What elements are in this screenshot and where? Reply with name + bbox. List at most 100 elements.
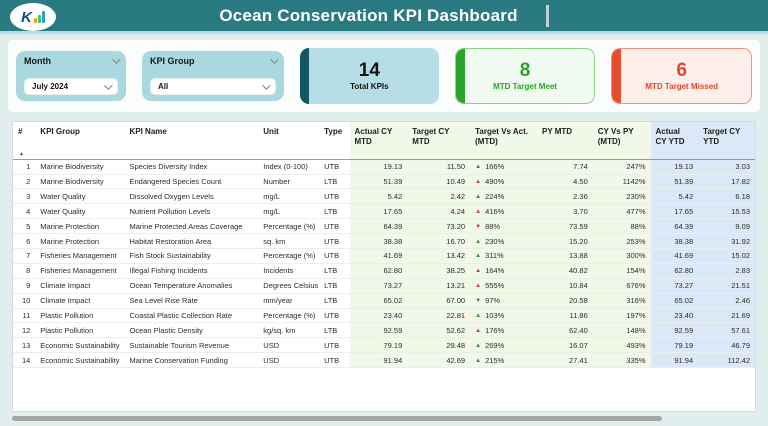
cell-kpi-group: Fisheries Management [35, 263, 125, 279]
mtd-target-missed-label: MTD Target Missed [645, 81, 719, 91]
page-title: Ocean Conservation KPI Dashboard [219, 5, 518, 25]
target-vs-act-value: 555% [485, 281, 505, 291]
cell-cy-vs-py: 154% [592, 263, 651, 279]
chevron-down-icon [104, 80, 113, 90]
cell-cy-vs-py: 316% [592, 293, 651, 309]
target-vs-act-value: 88% [485, 221, 501, 231]
cell-unit: mg/L [258, 188, 320, 205]
trend-up-icon: ▲ [475, 268, 482, 275]
cell-kpi-name: Marine Protected Areas Coverage [124, 218, 259, 235]
target-vs-act-value: 97% [485, 296, 501, 306]
col-header-kpi-group[interactable]: KPI Group [40, 127, 80, 136]
cell-kpi-group: Marine Biodiversity [35, 159, 125, 175]
table-row[interactable]: 12 Plastic Pollution Ocean Plastic Density… [13, 322, 755, 339]
cell-actual-cy-ytd: 73.27 [650, 278, 699, 294]
table-row[interactable]: 14 Economic Sustainability Marine Conserva… [13, 352, 755, 369]
cell-actual-cy-mtd: 19.13 [349, 159, 408, 175]
table-row[interactable]: 6 Marine Protection Habitat Restoration Ar… [13, 233, 755, 250]
target-vs-act-value: 166% [485, 162, 505, 172]
kpi-group-filter-label: KPI Group [150, 56, 195, 66]
cell-kpi-name: Species Diversity Index [124, 159, 259, 175]
kpi-group-filter-dropdown[interactable]: All [150, 78, 276, 95]
cell-kpi-group: Water Quality [35, 203, 125, 220]
table-row[interactable]: 9 Climate Impact Ocean Temperature Anomali… [13, 278, 755, 294]
table-row[interactable]: 8 Fisheries Management Illegal Fishing Inc… [13, 263, 755, 279]
cell-index: 8 [13, 263, 36, 279]
table-row[interactable]: 3 Water Quality Dissolved Oxygen Levels mg/… [13, 188, 755, 205]
col-header-target-cy-ytd[interactable]: Target CY YTD [698, 122, 755, 148]
table-row[interactable]: 5 Marine Protection Marine Protected Areas… [13, 218, 755, 235]
cell-cy-vs-py: 88% [592, 218, 651, 235]
cell-target-vs-act: ▲ 166% [470, 159, 537, 175]
cell-actual-cy-ytd: 23.40 [650, 308, 699, 324]
cell-type: LTB [319, 278, 350, 294]
cell-target-cy-mtd: 73.20 [407, 218, 471, 235]
chevron-down-icon[interactable] [112, 55, 121, 64]
cell-actual-cy-mtd: 73.27 [349, 278, 408, 294]
cell-type: LTB [319, 263, 350, 279]
title-cursor-bar [545, 4, 549, 27]
col-header-type[interactable]: Type [324, 127, 343, 136]
cell-index: 10 [13, 293, 36, 309]
target-vs-act-value: 311% [485, 251, 504, 261]
chevron-down-icon[interactable] [270, 55, 279, 64]
cell-unit: Number [258, 174, 320, 190]
cell-target-cy-mtd: 16.70 [407, 233, 471, 250]
kpi-table-panel: # KPI Group KPI Name Unit Type Actual CY… [12, 121, 756, 412]
col-header-py-mtd[interactable]: PY MTD [537, 122, 593, 148]
month-filter-dropdown[interactable]: July 2024 [24, 78, 118, 95]
cell-kpi-name: Sustainable Tourism Revenue [124, 337, 259, 354]
cell-target-cy-ytd: 6.18 [698, 188, 755, 205]
cell-target-vs-act: ▲ 164% [470, 263, 537, 279]
col-header-actual-cy-ytd[interactable]: Actual CY YTD [650, 122, 699, 148]
col-header-target-vs-act[interactable]: Target Vs Act. (MTD) [470, 122, 537, 148]
cell-type: UTB [319, 248, 350, 264]
cell-py-mtd: 16.07 [537, 337, 593, 354]
cell-cy-vs-py: 477% [592, 203, 651, 220]
col-header-kpi-name[interactable]: KPI Name [129, 127, 167, 136]
cell-unit: sq. km [258, 233, 320, 250]
cell-kpi-group: Water Quality [35, 188, 125, 205]
cell-type: UTB [319, 233, 350, 250]
cell-target-cy-ytd: 46.79 [698, 337, 755, 354]
cell-py-mtd: 3.70 [537, 203, 593, 220]
cell-target-cy-ytd: 31.92 [698, 233, 755, 250]
table-row[interactable]: 1 Marine Biodiversity Species Diversity In… [13, 159, 755, 175]
target-vs-act-value: 103% [485, 311, 505, 321]
table-row[interactable]: 2 Marine Biodiversity Endangered Species C… [13, 174, 755, 190]
table-row[interactable]: 11 Plastic Pollution Coastal Plastic Colle… [13, 308, 755, 324]
cell-kpi-group: Fisheries Management [35, 248, 125, 264]
table-row[interactable]: 4 Water Quality Nutrient Pollution Levels m… [13, 203, 755, 220]
cell-actual-cy-mtd: 79.19 [349, 337, 408, 354]
kpi-group-filter-header[interactable]: KPI Group [150, 55, 279, 66]
month-filter-header[interactable]: Month [24, 55, 121, 66]
trend-up-icon: ▲ [475, 238, 482, 245]
cell-target-cy-mtd: 38.25 [407, 263, 471, 279]
cell-actual-cy-ytd: 62.80 [650, 263, 699, 279]
col-header-index[interactable]: # [18, 127, 23, 136]
cell-target-cy-mtd: 67.00 [407, 293, 471, 309]
horizontal-scrollbar[interactable] [12, 416, 662, 421]
cell-actual-cy-ytd: 92.59 [650, 322, 699, 339]
col-header-cy-vs-py[interactable]: CY Vs PY (MTD) [592, 122, 651, 148]
table-row[interactable]: 13 Economic Sustainability Sustainable Tou… [13, 337, 755, 354]
cell-kpi-name: Habitat Restoration Area [124, 233, 259, 250]
kpi-group-filter-card: KPI Group All [142, 51, 284, 101]
cell-target-vs-act: ▲ 103% [470, 308, 537, 324]
table-row[interactable]: 7 Fisheries Management Fish Stock Sustaina… [13, 248, 755, 264]
cell-unit: Percentage (%) [258, 248, 320, 264]
cell-unit: mg/L [258, 203, 320, 220]
sort-ascending-icon[interactable]: ▲ [19, 151, 24, 158]
logo-chart-icon [33, 11, 45, 23]
cell-actual-cy-mtd: 92.59 [349, 322, 408, 339]
col-header-actual-cy-mtd[interactable]: Actual CY MTD [349, 122, 408, 148]
col-header-unit[interactable]: Unit [263, 127, 279, 136]
cell-target-vs-act: ▲ 416% [470, 203, 537, 220]
trend-down-icon: ▼ [475, 298, 482, 305]
cell-actual-cy-mtd: 51.39 [349, 174, 408, 190]
cell-target-cy-ytd: 112.42 [698, 352, 755, 369]
cell-unit: kg/sq. km [258, 322, 320, 339]
table-row[interactable]: 10 Climate Impact Sea Level Rise Rate mm/ye… [13, 293, 755, 309]
col-header-target-cy-mtd[interactable]: Target CY MTD [407, 122, 471, 148]
cell-target-vs-act: ▲ 490% [470, 174, 537, 190]
